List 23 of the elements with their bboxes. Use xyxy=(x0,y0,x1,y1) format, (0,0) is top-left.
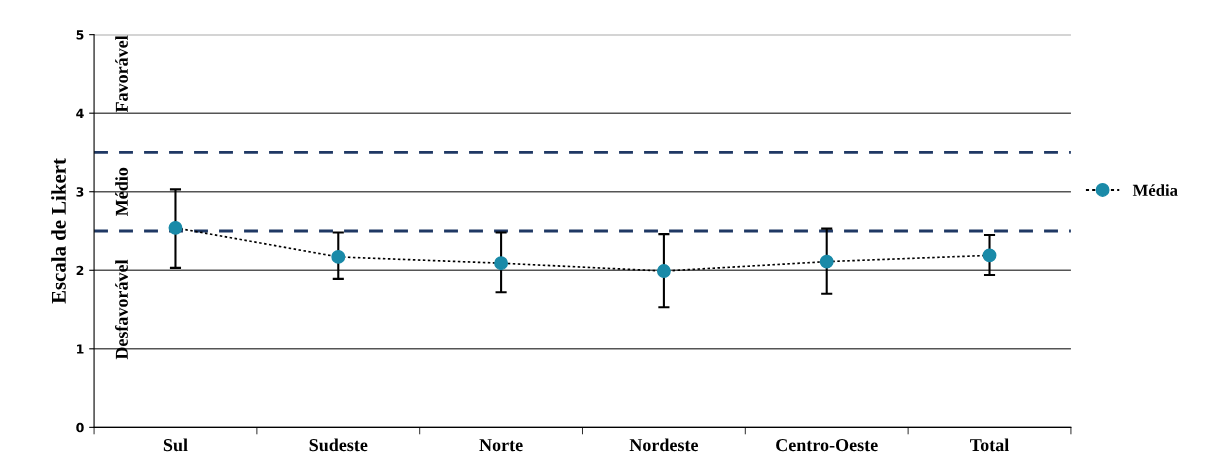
y-tick-label: 3 xyxy=(76,187,84,197)
x-tick-label: Centro-Oeste xyxy=(776,439,878,452)
point xyxy=(331,249,346,264)
x-tick-label: Sudeste xyxy=(309,438,368,452)
annotation: Favorável xyxy=(115,35,128,113)
x-tick-label: Total xyxy=(970,438,1009,452)
y-tick-label: 0 xyxy=(76,422,84,433)
y-tick-label: 4 xyxy=(76,108,84,118)
point xyxy=(494,256,509,271)
point xyxy=(982,248,997,263)
legend-label: Média xyxy=(1132,184,1178,196)
annotation: Desfavorável xyxy=(115,259,128,360)
x-tick-label: Nordeste xyxy=(629,438,699,452)
annotation: Médio xyxy=(115,167,128,216)
point xyxy=(656,264,671,279)
y-tick-label: 5 xyxy=(76,30,84,40)
y-tick-label: 2 xyxy=(76,265,84,276)
y-axis-title: Escala de Likert xyxy=(51,158,66,304)
point xyxy=(168,220,183,235)
y-tick-label: 1 xyxy=(77,344,84,354)
x-tick-label: Sul xyxy=(163,438,188,452)
point xyxy=(819,254,834,269)
x-tick-label: Norte xyxy=(479,439,523,452)
